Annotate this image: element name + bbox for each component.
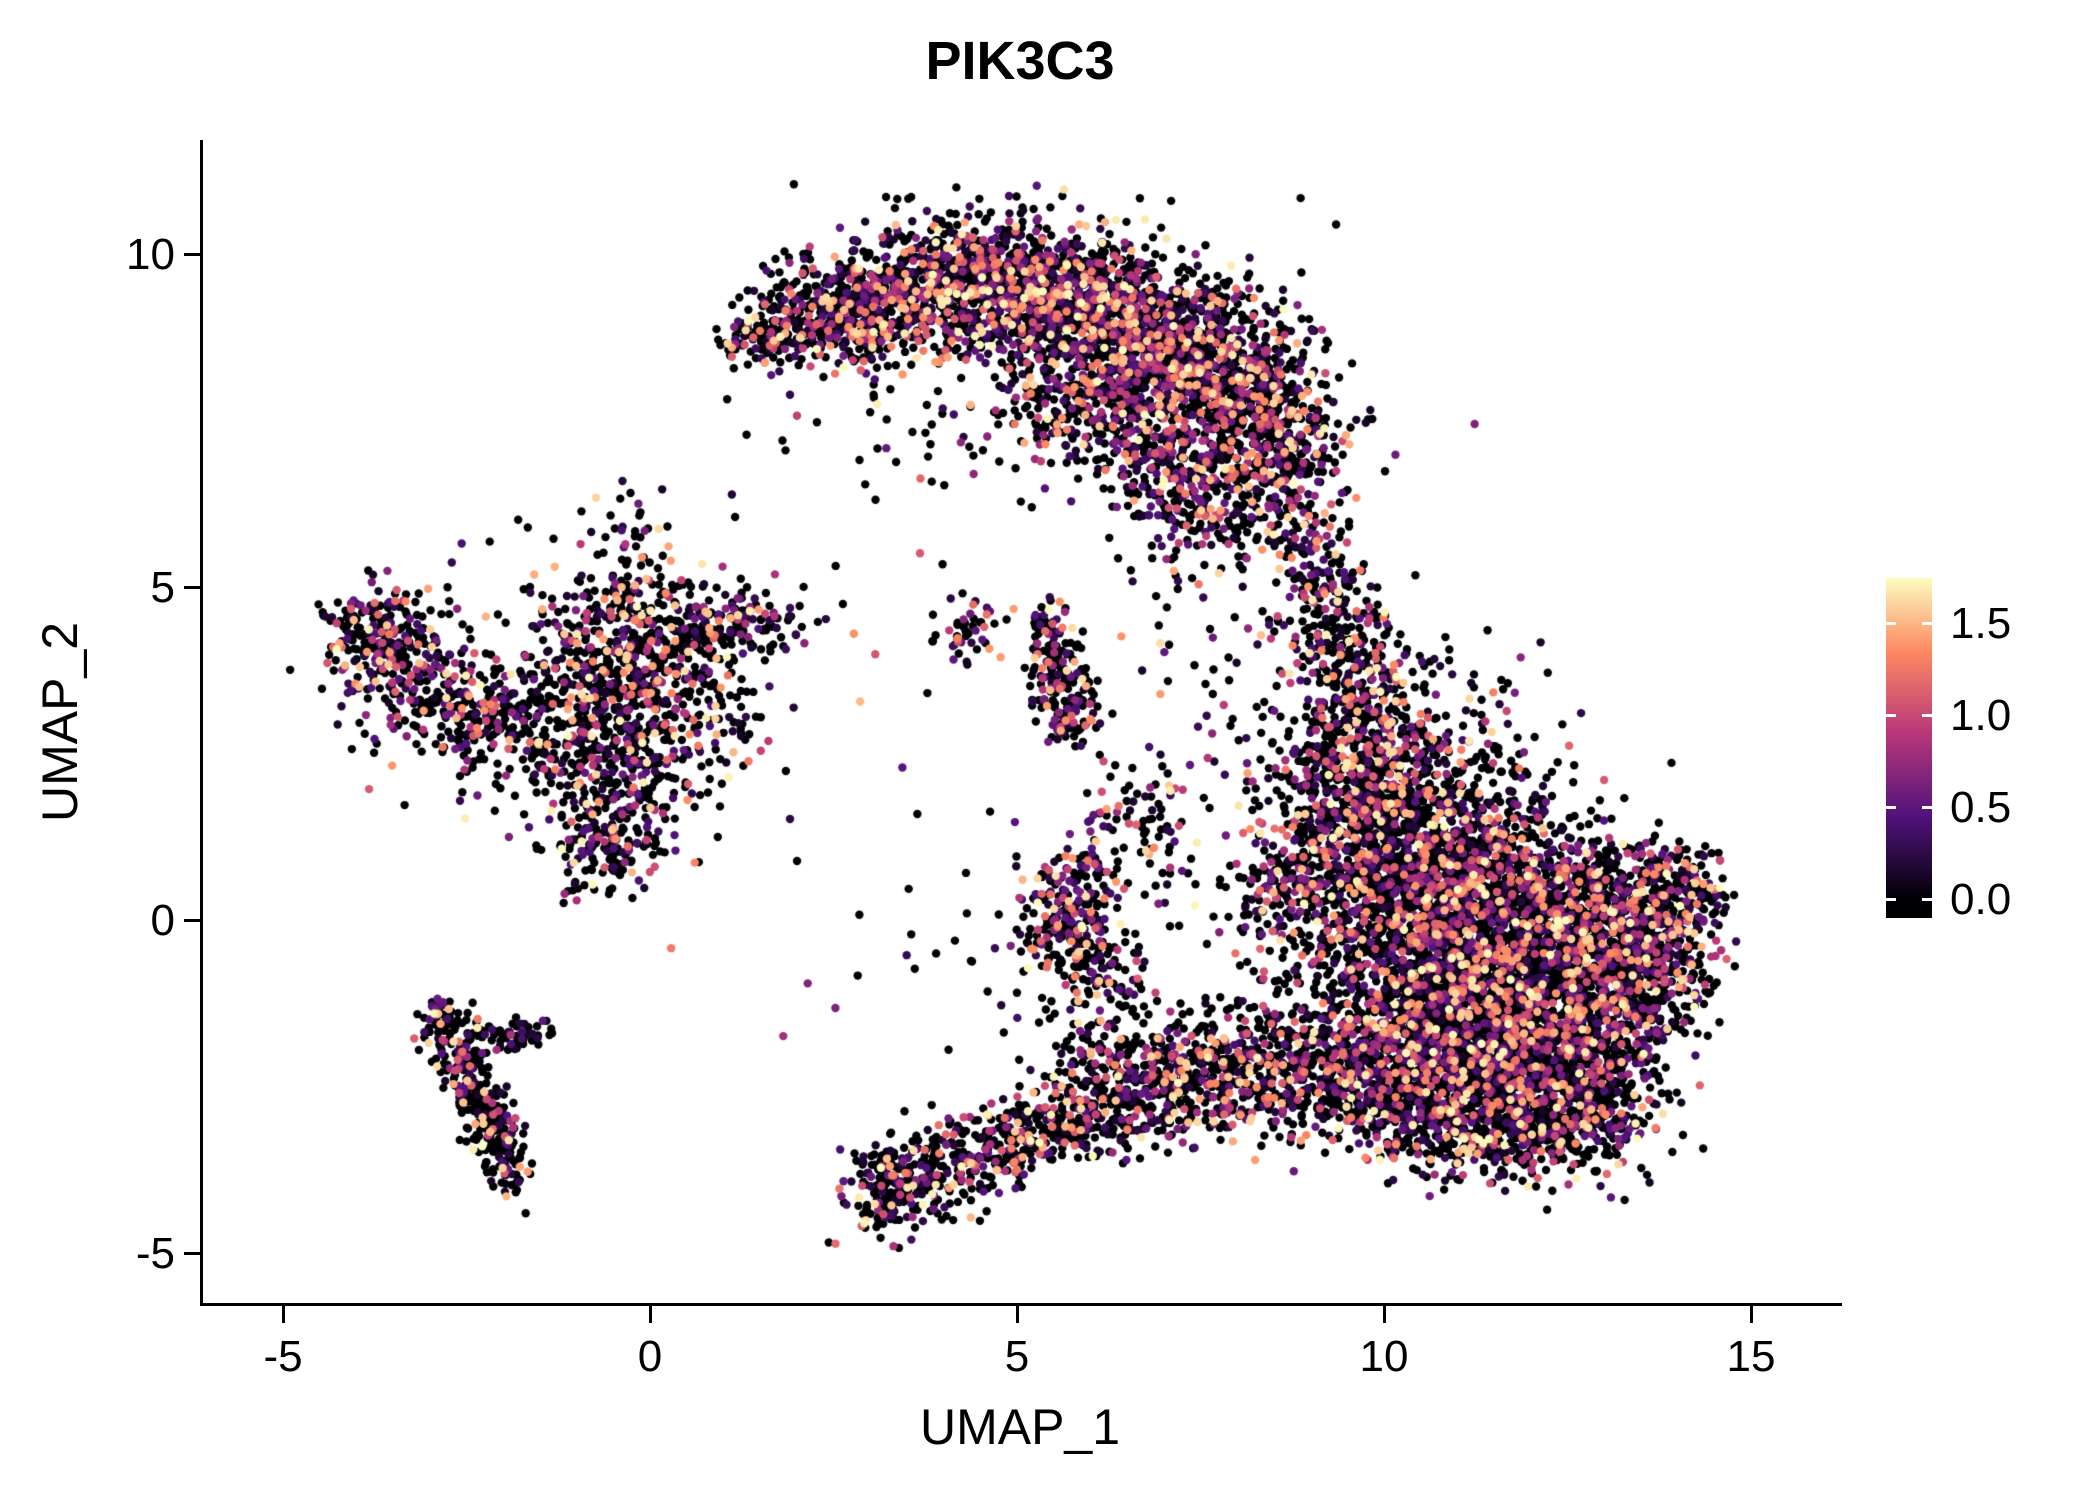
x-tick-mark — [649, 1306, 652, 1323]
legend-tick-label-2: 0.5 — [1950, 782, 2012, 832]
legend-tick-mark — [1922, 898, 1932, 902]
y-tick-mark — [184, 253, 201, 256]
legend-tick-label-1: 1.0 — [1950, 690, 2012, 740]
x-tick-label: 15 — [1726, 1332, 1776, 1381]
x-tick-label: 10 — [1359, 1332, 1409, 1381]
y-axis-title: UMAP_2 — [32, 621, 88, 823]
x-axis-line — [200, 1303, 1842, 1306]
y-tick-mark — [184, 1252, 201, 1255]
y-tick-mark — [184, 586, 201, 589]
legend-tick-mark — [1922, 714, 1932, 718]
x-tick-label: -5 — [263, 1332, 303, 1381]
y-tick-mark — [184, 919, 201, 922]
legend-tick-mark — [1886, 714, 1896, 718]
x-tick-mark — [1016, 1306, 1019, 1323]
x-tick-label: 0 — [637, 1332, 663, 1381]
legend-tick-mark — [1922, 806, 1932, 810]
x-tick-label: 5 — [1004, 1332, 1030, 1381]
legend-colorbar — [1886, 578, 1932, 918]
legend-tick-mark — [1886, 898, 1896, 902]
y-tick-label: -5 — [135, 1229, 175, 1278]
x-axis-title: UMAP_1 — [919, 1399, 1121, 1455]
legend-tick-label-3: 0.0 — [1950, 874, 2012, 924]
y-tick-label: 5 — [150, 563, 175, 612]
x-tick-mark — [282, 1306, 285, 1323]
y-tick-label: 10 — [126, 230, 175, 279]
legend-tick-label-0: 1.5 — [1950, 598, 2012, 648]
x-tick-mark — [1383, 1306, 1386, 1323]
y-axis-line — [200, 140, 203, 1306]
x-tick-mark — [1750, 1306, 1753, 1323]
legend-tick-mark — [1886, 806, 1896, 810]
legend-tick-mark — [1922, 622, 1932, 626]
y-tick-label: 0 — [150, 896, 175, 945]
legend-tick-mark — [1886, 622, 1896, 626]
